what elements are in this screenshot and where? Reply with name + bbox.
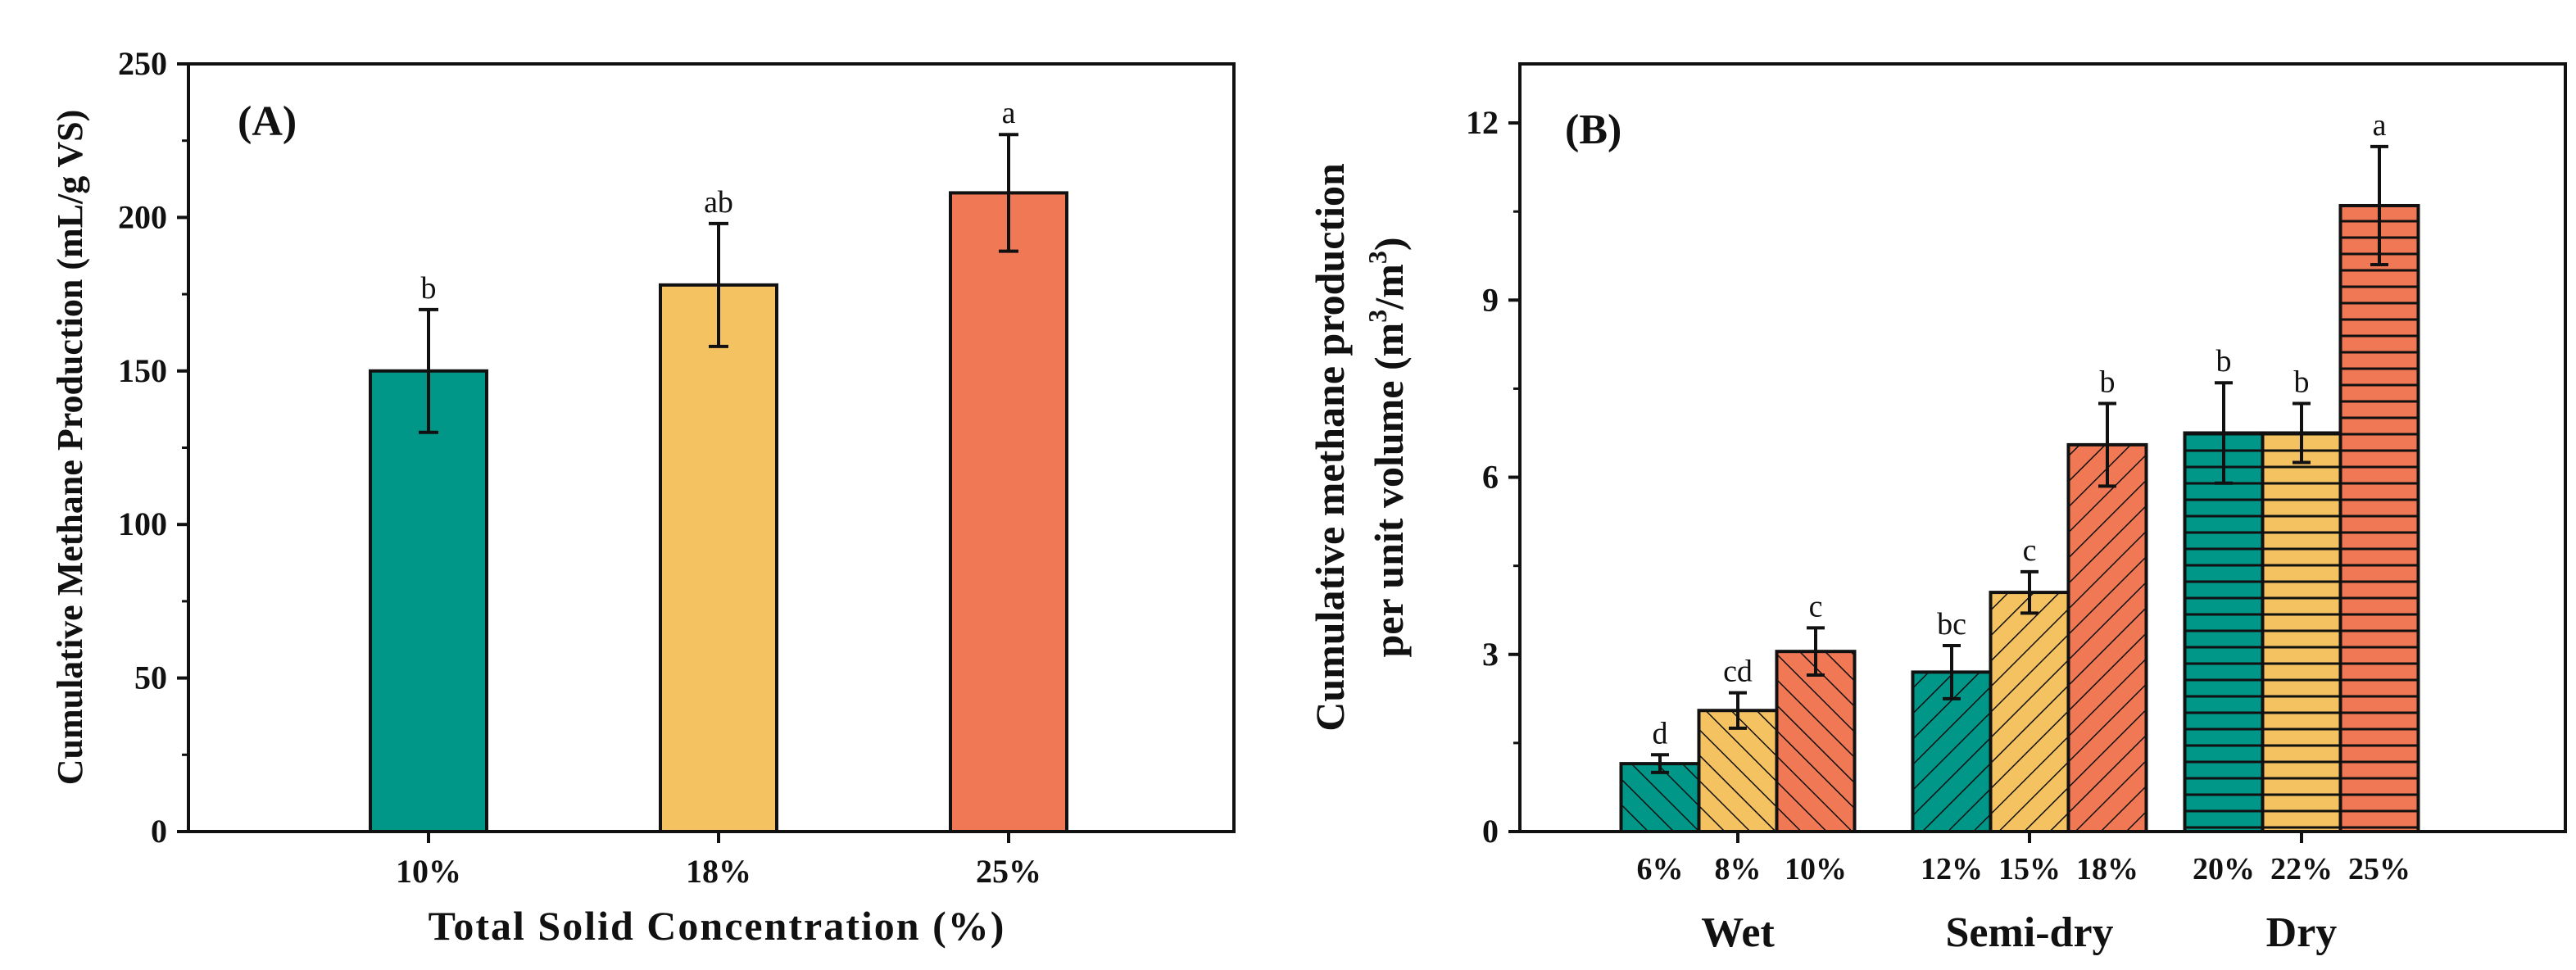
panel-b-significance-letter: d: [1653, 716, 1668, 750]
panel-a-ytick-label: 100: [118, 505, 167, 542]
panel-b-xtick-label: 22%: [2270, 852, 2333, 886]
panel-b-ytick-label: 6: [1482, 459, 1499, 496]
panel-b-ytick-label: 0: [1482, 813, 1499, 850]
panel-b-bar-hatch: [2261, 431, 2342, 833]
panel-b-label: (B): [1565, 107, 1621, 153]
panel-b-xtick-label: 12%: [1921, 852, 1983, 886]
panel-b-group-label: Dry: [2266, 909, 2338, 956]
panel-a-xtick-label: 25%: [976, 853, 1041, 890]
panel-b-significance-letter: b: [2294, 365, 2310, 399]
panel-b-xtick-label: 25%: [2348, 852, 2410, 886]
ylabel-sup1: 3: [1363, 310, 1392, 323]
panel-a-ytick-label: 50: [134, 660, 167, 696]
panel-b-x-axis: 6% 8% 10% Wet 12% 15% 18% Semi-dry 20% 22% 25% Dry: [1637, 832, 2410, 956]
panel-b-group-label: Semi-dry: [1945, 909, 2113, 956]
panel-b-significance-letter: c: [2023, 533, 2037, 568]
panel-b-y-axis-title-line1: Cumulative methane production: [1307, 163, 1353, 732]
panel-b-ytick-label: 3: [1482, 636, 1499, 673]
panel-a-significance-letter: b: [421, 271, 437, 306]
panel-b-significance-letter: bc: [1937, 607, 1966, 641]
panel-b-significance-letter: b: [2100, 365, 2116, 399]
panel-b-bar-hatch: [1775, 650, 1857, 834]
panel-b: 0 3 6 9 12 6% 8% 10% Wet 12% 15% 18% Semi-dry 20% 22%…: [1307, 62, 2567, 956]
panel-b-bar-hatch: [2338, 203, 2420, 833]
panel-b-significance-letter: a: [2373, 108, 2387, 143]
panel-a-ytick-label: 0: [151, 813, 167, 850]
panel-a-significance-letter: a: [1002, 96, 1016, 130]
panel-b-significance-letter: cd: [1723, 655, 1753, 689]
panel-b-bars: d cd c bc c b b b a: [1619, 108, 2420, 834]
panel-b-bar-hatch: [2183, 431, 2265, 833]
panel-b-y-axis-title-line2: per unit volume (m3/m3): [1363, 238, 1412, 658]
panel-a-bars: b ab a: [369, 96, 1068, 833]
panel-a-significance-letter: ab: [704, 185, 733, 220]
panel-b-xtick-label: 6%: [1637, 852, 1684, 886]
panel-b-bar-hatch: [1989, 591, 2070, 833]
panel-a-xtick-label: 18%: [686, 853, 751, 890]
panel-b-xtick-label: 15%: [1998, 852, 2061, 886]
panel-a-ytick-label: 200: [118, 198, 167, 235]
ylabel-mid: /m: [1366, 264, 1412, 310]
panel-a-y-axis: 0 50 100 150 200 250: [118, 45, 188, 850]
panel-a-ytick-label: 250: [118, 45, 167, 82]
panel-b-xtick-label: 20%: [2193, 852, 2255, 886]
panel-a-xtick-label: 10%: [396, 853, 461, 890]
panel-b-bar-hatch: [2066, 442, 2148, 834]
ylabel-sup2: 3: [1363, 251, 1392, 264]
panel-b-y-axis: 0 3 6 9 12: [1466, 104, 1520, 850]
panel-b-significance-letter: c: [1809, 589, 1823, 623]
panel-a-bar: [369, 369, 488, 833]
panel-a-x-axis-title: Total Solid Concentration (%): [429, 903, 1006, 949]
ylabel-line2-text: per unit volume (m: [1366, 323, 1412, 658]
panel-b-ytick-label: 9: [1482, 281, 1499, 318]
panel-b-group-label: Wet: [1701, 909, 1775, 956]
panel-a: 0 50 100 150 200 250 10% 18% 25% b ab a (A) Cumul…: [50, 45, 1236, 949]
panel-b-ytick-label: 12: [1466, 104, 1499, 141]
panel-a-bar: [949, 191, 1068, 833]
panel-b-xtick-label: 8%: [1715, 852, 1762, 886]
panel-b-significance-letter: b: [2216, 344, 2232, 378]
panel-a-ytick-label: 150: [118, 352, 167, 389]
panel-b-xtick-label: 10%: [1785, 852, 1847, 886]
panel-a-label: (A): [238, 98, 297, 145]
panel-a-y-axis-title: Cumulative Methane Production (mL/g VS): [50, 110, 90, 786]
panel-a-x-axis: 10% 18% 25%: [396, 832, 1041, 890]
panel-b-bar-hatch: [1697, 709, 1779, 833]
ylabel-end: ): [1366, 238, 1412, 252]
panel-b-xtick-label: 18%: [2076, 852, 2138, 886]
panel-a-bar: [659, 283, 778, 833]
